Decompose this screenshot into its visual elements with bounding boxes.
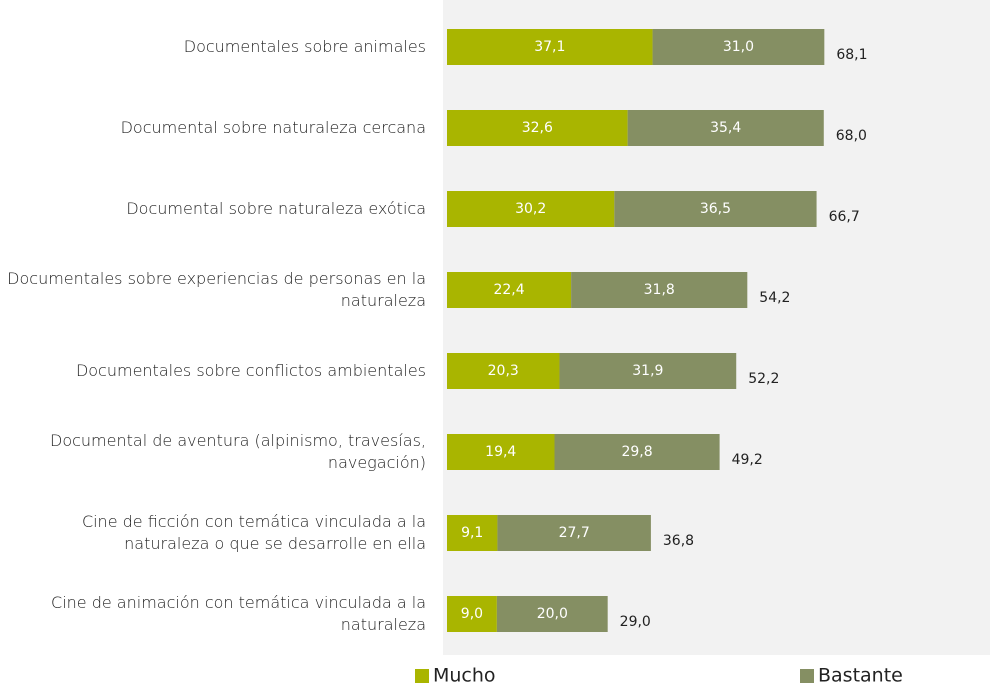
bar-segment (571, 272, 748, 308)
legend-swatch (415, 669, 429, 683)
bar-segment (497, 515, 651, 551)
total-label: 66,7 (829, 209, 860, 225)
category-label: Documental sobre naturaleza cercana (120, 118, 426, 137)
category-label: Documental de aventura (alpinismo, trave… (50, 431, 426, 472)
category-label: Documentales sobre conflictos ambientale… (75, 361, 426, 380)
bar-segment (447, 434, 555, 470)
value-label: 27,7 (559, 525, 590, 541)
total-label: 68,0 (836, 128, 867, 144)
bar-segment (614, 191, 817, 227)
bar-segment (447, 191, 615, 227)
value-label: 31,9 (632, 363, 663, 379)
category-label: Cine de ficción con temática vinculada a… (81, 512, 426, 553)
category-label: Documentales sobre animales (183, 37, 426, 56)
category-label: Documentales sobre experiencias de perso… (7, 269, 426, 310)
value-label: 20,0 (537, 606, 568, 622)
value-label: 19,4 (485, 444, 516, 460)
value-label: 37,1 (534, 39, 565, 55)
bar-segment (554, 434, 720, 470)
total-label: 29,0 (620, 614, 651, 630)
total-label: 52,2 (748, 371, 779, 387)
bar-segment (627, 110, 824, 146)
value-label: 31,8 (644, 282, 675, 298)
legend-swatch (800, 669, 814, 683)
total-label: 49,2 (732, 452, 763, 468)
category-label: Cine de animación con temática vinculada… (51, 593, 426, 634)
value-label: 30,2 (515, 201, 546, 217)
value-label: 36,5 (700, 201, 731, 217)
plot-area (443, 0, 990, 655)
legend-label: Mucho (433, 665, 496, 686)
legend-label: Bastante (818, 665, 903, 686)
bar-segment (447, 596, 497, 632)
value-label: 31,0 (723, 39, 754, 55)
total-label: 54,2 (759, 290, 790, 306)
bar-segment (447, 515, 498, 551)
value-label: 20,3 (488, 363, 519, 379)
bar-segment (559, 353, 737, 389)
value-label: 22,4 (493, 282, 524, 298)
value-label: 9,0 (461, 606, 483, 622)
value-label: 32,6 (522, 120, 553, 136)
bar-segment (496, 596, 608, 632)
bar-segment (652, 29, 825, 65)
category-label: Documental sobre naturaleza exótica (126, 199, 426, 218)
bar-segment (447, 353, 560, 389)
value-label: 35,4 (710, 120, 741, 136)
total-label: 68,1 (836, 47, 867, 63)
bar-segment (447, 29, 653, 65)
value-label: 29,8 (621, 444, 652, 460)
total-label: 36,8 (663, 533, 694, 549)
bar-segment (447, 272, 572, 308)
value-label: 9,1 (461, 525, 483, 541)
bar-segment (447, 110, 628, 146)
